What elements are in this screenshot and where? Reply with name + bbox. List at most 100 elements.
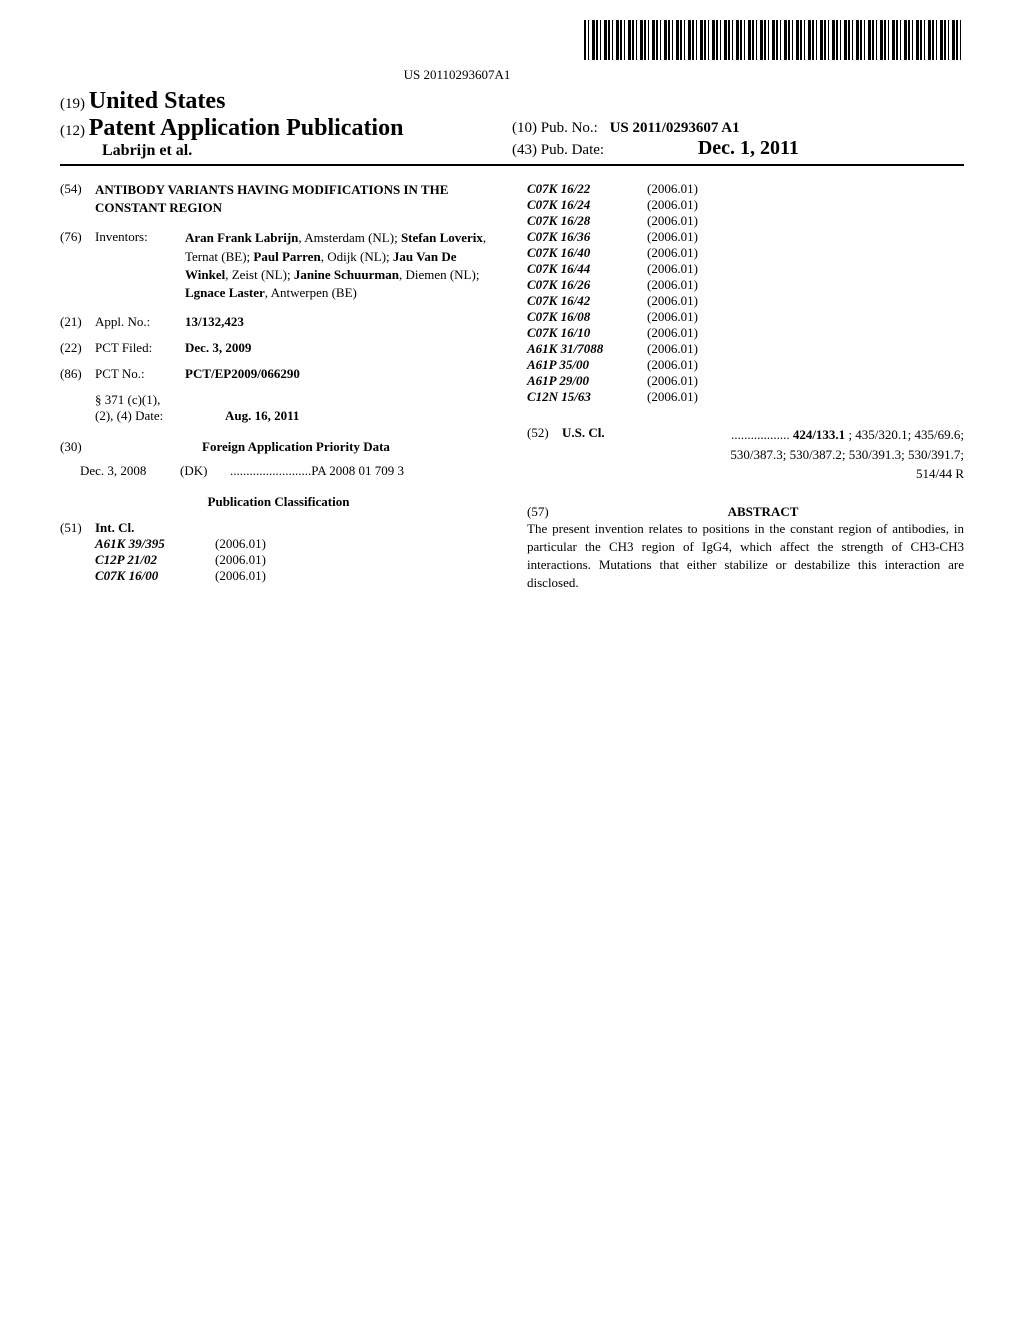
- intcl-class-code: C07K 16/44: [527, 261, 647, 277]
- intcl-class-code: C07K 16/08: [527, 309, 647, 325]
- pub-no: US 2011/0293607 A1: [610, 120, 740, 136]
- intcl-row: A61K 39/395(2006.01): [95, 536, 497, 552]
- priority-country: (DK): [180, 463, 230, 479]
- intcl-class-year: (2006.01): [647, 229, 727, 245]
- inventors-block: (76) Inventors: Aran Frank Labrijn, Amst…: [60, 229, 497, 302]
- intcl-class-year: (2006.01): [647, 373, 727, 389]
- uscl-line3: 514/44 R: [622, 464, 964, 484]
- uscl-line1-bold: 424/133.1: [793, 427, 845, 442]
- title-text: ANTIBODY VARIANTS HAVING MODIFICATIONS I…: [95, 181, 497, 217]
- code-19: (19): [60, 96, 85, 112]
- intcl-class-year: (2006.01): [647, 181, 727, 197]
- s371-label1: § 371 (c)(1),: [95, 392, 497, 408]
- intcl-class-code: C12P 21/02: [95, 552, 215, 568]
- title-block: (54) ANTIBODY VARIANTS HAVING MODIFICATI…: [60, 181, 497, 217]
- intcl-class-code: C07K 16/36: [527, 229, 647, 245]
- title-code: (54): [60, 181, 95, 217]
- intcl-header: (51) Int. Cl.: [60, 520, 497, 536]
- pub-date-line: (43) Pub. Date: Dec. 1, 2011: [512, 137, 964, 160]
- pub-no-line: (10) Pub. No.: US 2011/0293607 A1: [512, 120, 964, 137]
- appl-code: (21): [60, 314, 95, 330]
- pub-date-value: Dec. 1, 2011: [698, 137, 799, 159]
- intcl-row: C12P 21/02(2006.01): [95, 552, 497, 568]
- pub-class-header: Publication Classification: [60, 494, 497, 510]
- intcl-row: C07K 16/40(2006.01): [527, 245, 964, 261]
- pct-no-label: PCT No.:: [95, 366, 185, 382]
- abstract-text: The present invention relates to positio…: [527, 520, 964, 593]
- header-row: (19) United States (12) Patent Applicati…: [60, 88, 964, 166]
- intcl-class-code: A61P 35/00: [527, 357, 647, 373]
- inventors-label: Inventors:: [95, 229, 185, 302]
- intcl-row: C07K 16/24(2006.01): [527, 197, 964, 213]
- intcl-class-year: (2006.01): [647, 309, 727, 325]
- appl-value: 13/132,423: [185, 314, 497, 330]
- intcl-class-year: (2006.01): [647, 389, 727, 405]
- intcl-class-code: C07K 16/22: [527, 181, 647, 197]
- uscl-line2: 530/387.3; 530/387.2; 530/391.3; 530/391…: [622, 445, 964, 465]
- intcl-class-year: (2006.01): [647, 357, 727, 373]
- intcl-class-code: C07K 16/00: [95, 568, 215, 584]
- intcl-row: C07K 16/00(2006.01): [95, 568, 497, 584]
- priority-date: Dec. 3, 2008: [80, 463, 180, 479]
- right-column: C07K 16/22(2006.01)C07K 16/24(2006.01)C0…: [527, 181, 964, 592]
- intcl-class-code: C07K 16/40: [527, 245, 647, 261]
- intcl-row: C07K 16/10(2006.01): [527, 325, 964, 341]
- intcl-class-year: (2006.01): [215, 568, 295, 584]
- pct-filed-code: (22): [60, 340, 95, 356]
- foreign-code: (30): [60, 439, 95, 455]
- pub-type: Patent Application Publication: [89, 115, 404, 141]
- intcl-class-year: (2006.01): [215, 552, 295, 568]
- intcl-class-year: (2006.01): [215, 536, 295, 552]
- intcl-row: C07K 16/08(2006.01): [527, 309, 964, 325]
- intcl-row: C07K 16/22(2006.01): [527, 181, 964, 197]
- pub-no-label: Pub. No.:: [541, 120, 598, 136]
- intcl-class-year: (2006.01): [647, 277, 727, 293]
- barcode-graphic: [584, 20, 964, 60]
- appl-row: (21) Appl. No.: 13/132,423: [60, 314, 497, 330]
- uscl-line1: .................. 424/133.1 ; 435/320.1…: [622, 425, 964, 445]
- header-left: (19) United States (12) Patent Applicati…: [60, 88, 512, 160]
- intcl-class-code: C12N 15/63: [527, 389, 647, 405]
- intcl-class-code: C07K 16/10: [527, 325, 647, 341]
- priority-row: Dec. 3, 2008 (DK) ......................…: [80, 463, 497, 479]
- s371-label2: (2), (4) Date:: [95, 408, 195, 424]
- intcl-class-year: (2006.01): [647, 293, 727, 309]
- content-columns: (54) ANTIBODY VARIANTS HAVING MODIFICATI…: [60, 181, 964, 592]
- intcl-class-year: (2006.01): [647, 213, 727, 229]
- intcl-row: A61P 29/00(2006.01): [527, 373, 964, 389]
- s371-value: Aug. 16, 2011: [225, 408, 299, 424]
- header-right: (10) Pub. No.: US 2011/0293607 A1 (43) P…: [512, 120, 964, 160]
- uscl-label: U.S. Cl.: [562, 425, 622, 484]
- pct-filed-value: Dec. 3, 2009: [185, 340, 497, 356]
- abstract-header-row: (57) ABSTRACT: [527, 504, 964, 520]
- left-column: (54) ANTIBODY VARIANTS HAVING MODIFICATI…: [60, 181, 497, 592]
- code-12: (12): [60, 123, 85, 139]
- intcl-block-right: C07K 16/22(2006.01)C07K 16/24(2006.01)C0…: [527, 181, 964, 405]
- intcl-block-left: A61K 39/395(2006.01)C12P 21/02(2006.01)C…: [95, 536, 497, 584]
- appl-label: Appl. No.:: [95, 314, 185, 330]
- country-name: United States: [89, 88, 226, 114]
- intcl-class-code: A61K 31/7088: [527, 341, 647, 357]
- intcl-class-code: C07K 16/26: [527, 277, 647, 293]
- intcl-class-code: A61P 29/00: [527, 373, 647, 389]
- pct-filed-row: (22) PCT Filed: Dec. 3, 2009: [60, 340, 497, 356]
- barcode-number: US 20110293607A1: [60, 67, 854, 83]
- intcl-row: C07K 16/44(2006.01): [527, 261, 964, 277]
- intcl-class-year: (2006.01): [647, 341, 727, 357]
- intcl-class-code: C07K 16/24: [527, 197, 647, 213]
- abstract-code: (57): [527, 504, 562, 520]
- intcl-code: (51): [60, 520, 95, 536]
- intcl-label: Int. Cl.: [95, 520, 134, 536]
- priority-num: PA 2008 01 709 3: [311, 463, 404, 479]
- intcl-row: A61K 31/7088(2006.01): [527, 341, 964, 357]
- pct-no-code: (86): [60, 366, 95, 382]
- pct-no-value: PCT/EP2009/066290: [185, 366, 497, 382]
- country-line: (19) United States: [60, 88, 512, 115]
- pub-date-label: Pub. Date:: [541, 142, 604, 158]
- section-371: § 371 (c)(1), (2), (4) Date: Aug. 16, 20…: [95, 392, 497, 424]
- intcl-class-year: (2006.01): [647, 245, 727, 261]
- abstract-header: ABSTRACT: [562, 504, 964, 520]
- uscl-block: (52) U.S. Cl. .................. 424/133…: [527, 425, 964, 484]
- intcl-class-code: A61K 39/395: [95, 536, 215, 552]
- pct-filed-label: PCT Filed:: [95, 340, 185, 356]
